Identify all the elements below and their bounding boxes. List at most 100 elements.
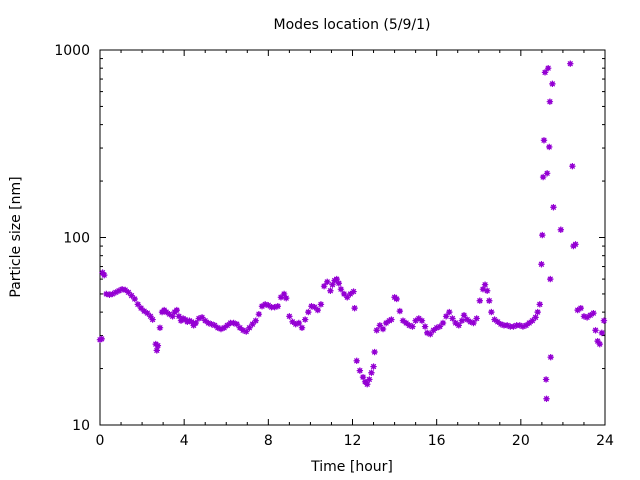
data-point [543,395,550,402]
data-point [538,261,545,268]
y-tick-label: 100 [63,231,90,247]
data-point [98,335,105,343]
data-point [476,297,483,304]
data-point [574,306,581,314]
data-point [534,308,541,316]
data-point [379,325,387,333]
data-point [577,304,584,312]
data-point [460,312,468,319]
y-axis-ticks [100,49,605,426]
data-point [382,319,390,327]
data-point [541,69,549,76]
data-point [600,317,608,324]
data-point [298,324,306,331]
x-tick-label: 8 [264,433,273,449]
data-point [549,80,556,88]
data-points [96,60,608,402]
data-point [364,381,371,388]
data-point [547,353,554,361]
data-point [550,204,557,211]
data-point [488,308,495,316]
data-point [295,319,303,327]
data-point [547,275,554,283]
data-point [252,317,259,324]
data-point [192,319,199,327]
data-point [592,327,599,334]
x-axis-label: Time [hour] [310,459,393,475]
data-point [255,310,263,318]
y-axis-tick-labels: 10 100 1000 [54,43,90,434]
x-tick-label: 4 [180,433,189,449]
data-point [546,98,554,105]
data-point [446,308,453,316]
data-point [366,376,373,383]
data-point [368,369,375,376]
data-point [439,319,447,327]
data-point [470,319,477,327]
data-point [327,287,334,294]
data-point [427,330,434,338]
data-point [371,348,378,356]
x-tick-label: 12 [344,433,362,449]
y-tick-label: 1000 [54,43,90,59]
data-point [350,288,357,295]
data-point [101,271,108,279]
x-tick-label: 16 [428,433,446,449]
data-point [543,170,551,177]
data-point [153,347,161,354]
x-axis-tick-labels: 0 4 8 12 16 20 24 [96,433,614,449]
data-point [166,310,173,318]
data-point [156,324,164,331]
data-point [399,317,407,324]
data-point [421,323,429,330]
data-point [324,278,331,286]
data-point [333,275,340,283]
data-point [274,303,281,310]
x-tick-label: 20 [512,433,530,449]
data-point [243,328,250,335]
data-point [202,317,209,324]
data-point [455,322,462,329]
data-point [412,317,419,324]
data-point [301,316,309,323]
data-point [598,329,606,337]
data-point [396,307,404,315]
data-point [388,316,395,323]
data-point [572,241,579,248]
data-point [134,301,142,308]
data-point [373,327,380,334]
data-point [320,282,328,290]
data-point [473,315,480,322]
chart-title: Modes location (5/9/1) [274,17,431,33]
data-point [596,340,603,348]
y-axis-label: Particle size [nm] [8,176,24,297]
data-point [587,312,594,319]
data-point [173,306,181,314]
data-point [442,313,450,320]
data-point [567,60,574,67]
data-point [557,226,565,233]
data-point [280,290,288,298]
data-point [314,306,321,314]
data-point [140,307,148,315]
y-tick-label: 10 [72,418,90,434]
data-point [542,376,550,383]
data-point [590,309,597,317]
data-point [569,163,576,170]
data-point [532,314,539,321]
data-point [486,297,493,304]
data-point [483,287,491,294]
data-point [337,286,345,293]
data-point [418,317,426,324]
data-point [546,143,553,151]
data-point [335,280,343,287]
data-point [175,313,183,320]
data-point [149,316,156,323]
data-point [305,308,312,316]
data-point [526,319,533,327]
data-point [539,173,547,181]
data-point [458,317,466,324]
data-point [540,137,548,144]
data-point [286,313,293,320]
